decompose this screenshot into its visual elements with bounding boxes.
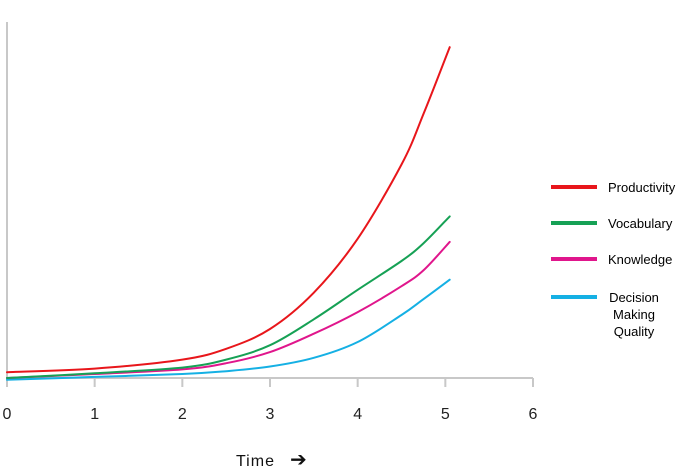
series-line-productivity [6,46,451,374]
series-line-knowledge [6,240,451,379]
x-tick-label: 1 [90,406,99,423]
legend-label-productivity: Productivity [608,180,676,195]
legend: Productivity Vocabulary Knowledge Decision M… [551,180,676,339]
x-tick-label: 3 [266,406,275,423]
arrow-right-icon: ➔ [290,449,308,471]
x-tick-label: 4 [353,406,362,423]
x-tick-label: 6 [529,406,538,423]
x-axis-label: Time [236,453,275,470]
series-line-decision-making-quality [6,278,451,381]
series-layer [6,46,451,381]
x-tick-label: 5 [441,406,450,423]
legend-label-decision-making-quality: Decision Making Quality [609,290,659,339]
legend-label-vocabulary: Vocabulary [608,216,673,231]
axes: 0 1 2 3 4 5 6 [3,22,538,423]
x-axis-title: Time ➔ [236,449,308,471]
x-tick-label: 0 [3,406,12,423]
legend-label-knowledge: Knowledge [608,252,672,267]
series-line-vocabulary [6,215,451,379]
x-tick-label: 2 [178,406,187,423]
